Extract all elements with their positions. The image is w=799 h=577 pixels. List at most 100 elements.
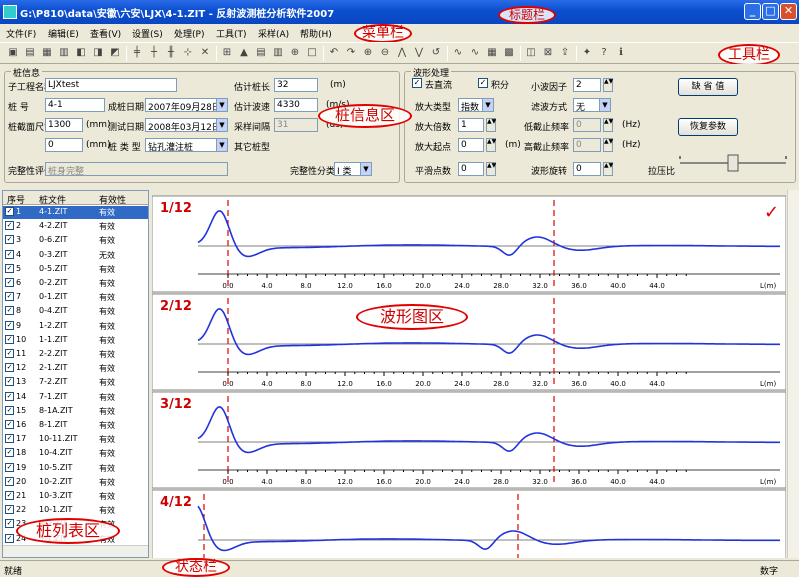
dropdown-arrow-icon[interactable]: ▼ [216,99,227,111]
menu-file[interactable]: 文件(F) [6,30,37,40]
zoom-fit-icon[interactable]: ⊞ [222,47,232,58]
save-icon[interactable]: ▦ [42,47,52,58]
row-checkbox[interactable]: ✓ [5,505,14,515]
excel-icon[interactable]: ▩ [504,47,514,58]
help-icon[interactable]: ? [601,47,607,58]
interval-input[interactable]: 31 [274,118,318,132]
highcut-spinner[interactable]: ▲▼ [603,138,613,152]
col-index[interactable]: 序号 [7,196,26,206]
print-preview-icon[interactable]: ◧ [76,47,86,58]
new-icon[interactable]: ▣ [8,47,18,58]
list-item[interactable]: ✓ 6 0-2.ZIT 有效 [3,277,148,290]
zoom-out-icon[interactable]: ⊖ [380,47,390,58]
row-checkbox[interactable]: ✓ [5,263,14,273]
mark-b-icon[interactable]: ⋁ [414,47,424,58]
pile-no-input[interactable]: 4-1 [45,98,105,112]
menu-settings[interactable]: 设置(S) [132,30,163,40]
list-item[interactable]: ✓ 19 10-5.ZIT 有效 [3,462,148,475]
delete-icon[interactable]: ✕ [200,47,210,58]
smooth-input[interactable]: 0 [458,162,484,176]
section2-input[interactable]: 0 [45,138,83,152]
open-icon[interactable]: ▤ [25,47,35,58]
waveform-plots[interactable]: 0.0 4.0 8.0 12.0 16.0 20.0 24.0 28.0 32.0 36.0 40.… [152,190,786,558]
dropdown-arrow-icon[interactable]: ▼ [482,99,493,111]
highcut-input[interactable]: 0 [573,138,601,152]
rect-icon[interactable]: □ [307,47,317,58]
lowcut-spinner[interactable]: ▲▼ [603,118,613,132]
row-checkbox[interactable]: ✓ [5,349,14,358]
print-icon[interactable]: ◨ [93,47,103,58]
amp-type-select[interactable]: 指数 ▼ [458,98,494,112]
report-icon[interactable]: ⊠ [543,47,553,58]
row-checkbox[interactable]: ✓ [5,448,14,458]
restore-params-button[interactable]: 恢复参数 [678,118,738,136]
table-icon[interactable]: ▤ [256,47,266,58]
integrity-class-select[interactable]: I 类 ▼ [334,162,372,176]
lowcut-input[interactable]: 0 [573,118,601,132]
filter-select[interactable]: 无 ▼ [573,98,611,112]
app-icon[interactable] [3,5,17,19]
rotate-left-icon[interactable]: ↶ [329,47,339,58]
list-item[interactable]: ✓ 16 8-1.ZIT 有效 [3,419,148,432]
amp-start-spinner[interactable]: ▲▼ [486,138,496,152]
amp-start-input[interactable]: 0 [458,138,484,152]
split-icon[interactable]: ┼ [150,47,158,58]
dropdown-arrow-icon[interactable]: ▼ [216,119,227,131]
export-icon[interactable]: ⇪ [560,47,570,58]
list-item[interactable]: ✓ 11 2-2.ZIT 有效 [3,348,148,361]
integral-checkbox[interactable]: ✓ [478,78,488,88]
list-item[interactable]: ✓ 17 10-11.ZIT 有效 [3,433,148,446]
list-item[interactable]: ✓ 8 0-4.ZIT 有效 [3,305,148,318]
list-item[interactable]: ✓ 15 8-1A.ZIT 有效 [3,405,148,418]
rotate-input[interactable]: 0 [573,162,601,176]
list-item[interactable]: ✓ 4 0-3.ZIT 无效 [3,249,148,262]
pile-list-hscroll[interactable] [3,545,148,557]
col-valid[interactable]: 有效性 [99,196,127,206]
list-item[interactable]: ✓ 14 7-1.ZIT 有效 [3,391,148,404]
list-item[interactable]: ✓ 5 0-5.ZIT 有效 [3,263,148,276]
row-checkbox[interactable]: ✓ [5,320,14,330]
merge-icon[interactable]: ╫ [167,47,175,58]
row-checkbox[interactable]: ✓ [5,391,14,401]
align-icon[interactable]: ╪ [133,47,141,58]
list-item[interactable]: ✓ 21 10-3.ZIT 有效 [3,490,148,503]
list-item[interactable]: ✓ 3 0-6.ZIT 有效 [3,234,148,247]
row-checkbox[interactable]: ✓ [5,221,14,231]
default-values-button[interactable]: 缺 省 值 [678,78,738,96]
print2-icon[interactable]: ◫ [526,47,536,58]
print-setup-icon[interactable]: ◩ [110,47,120,58]
rotate-right-icon[interactable]: ↷ [346,47,356,58]
pile-type-select[interactable]: 钻孔灌注桩 ▼ [145,138,228,152]
dropdown-arrow-icon[interactable]: ▼ [216,139,227,151]
about-icon[interactable]: ℹ [619,47,623,58]
section-input[interactable]: 1300 [45,118,83,132]
integrity-eval-input[interactable]: 桩身完整 [45,162,228,176]
stretch-slider[interactable] [676,150,792,176]
wavelet-spinner[interactable]: ▲▼ [603,78,613,92]
test-date-picker[interactable]: 2008年03月12日 ▼ [145,118,228,132]
chart-icon[interactable]: ▥ [273,47,283,58]
settings-icon[interactable]: ✦ [582,47,592,58]
list-item[interactable]: ✓ 10 1-1.ZIT 有效 [3,334,148,347]
dropdown-arrow-icon[interactable]: ▼ [360,163,371,175]
row-checkbox[interactable]: ✓ [5,462,14,472]
row-checkbox[interactable]: ✓ [5,363,14,373]
maximize-button[interactable]: □ [762,3,779,20]
menu-help[interactable]: 帮助(H) [300,30,332,40]
row-checkbox[interactable]: ✓ [5,235,14,245]
row-checkbox[interactable]: ✓ [5,334,14,344]
wavelet-input[interactable]: 2 [573,78,601,92]
menu-view[interactable]: 查看(V) [90,30,122,40]
minimize-button[interactable]: _ [744,3,761,20]
menu-process[interactable]: 处理(P) [174,30,205,40]
row-checkbox[interactable]: ✓ [5,306,14,316]
list-item[interactable]: ✓ 7 0-1.ZIT 有效 [3,291,148,304]
wave-b-icon[interactable]: ∿ [470,47,480,58]
save-as-icon[interactable]: ▥ [59,47,69,58]
amp-times-spinner[interactable]: ▲▼ [486,118,496,132]
waveform-vscroll[interactable] [787,190,799,558]
dc-remove-checkbox[interactable]: ✓ [412,78,422,88]
wave-a-icon[interactable]: ∿ [453,47,463,58]
list-item[interactable]: ✓ 13 7-2.ZIT 有效 [3,376,148,389]
dropdown-arrow-icon[interactable]: ▼ [599,99,610,111]
